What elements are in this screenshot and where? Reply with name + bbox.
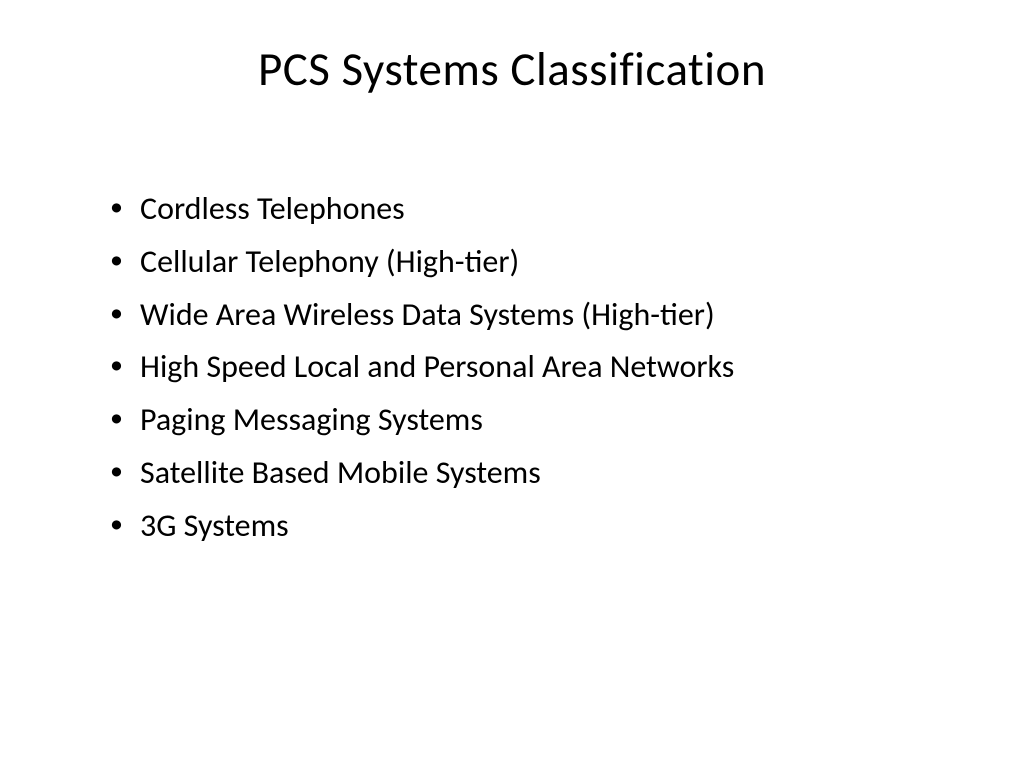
list-item: High Speed Local and Personal Area Netwo…	[110, 341, 964, 394]
list-item: Cordless Telephones	[110, 183, 964, 236]
list-item: Wide Area Wireless Data Systems (High-ti…	[110, 289, 964, 342]
list-item: Satellite Based Mobile Systems	[110, 447, 964, 500]
list-item: Cellular Telephony (High-tier)	[110, 236, 964, 289]
slide-container: PCS Systems Classification Cordless Tele…	[0, 0, 1024, 768]
bullet-list: Cordless Telephones Cellular Telephony (…	[60, 183, 964, 553]
list-item: Paging Messaging Systems	[110, 394, 964, 447]
list-item: 3G Systems	[110, 500, 964, 553]
slide-title: PCS Systems Classification	[60, 40, 964, 98]
